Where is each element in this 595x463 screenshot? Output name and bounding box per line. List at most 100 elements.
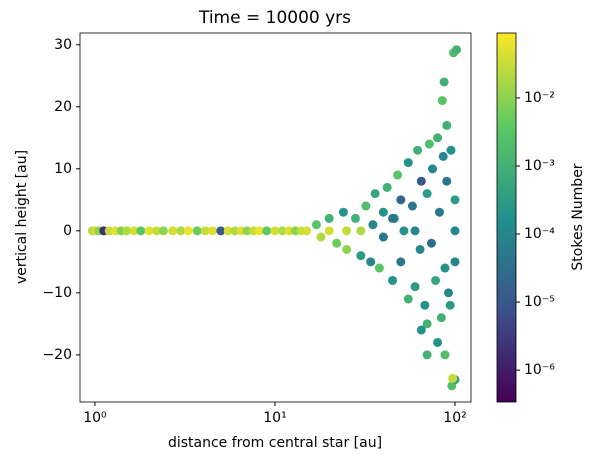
point [242, 226, 252, 236]
point [382, 182, 392, 192]
y-axis-label: vertical height [au] [14, 150, 30, 284]
point [168, 226, 178, 236]
point [277, 226, 287, 236]
point [356, 251, 366, 261]
point [399, 226, 409, 236]
point [361, 201, 371, 211]
point [254, 226, 264, 236]
point [452, 45, 462, 55]
points [88, 45, 462, 391]
y-tick-label: 10 [54, 161, 72, 177]
point [424, 139, 434, 149]
point [433, 337, 443, 347]
point [176, 226, 186, 236]
point [443, 288, 453, 298]
point [420, 300, 430, 310]
point [374, 263, 384, 273]
colorbar [496, 32, 517, 403]
point [122, 226, 132, 236]
colorbar-tick-label: 10⁻⁶ [524, 362, 555, 378]
point [446, 145, 456, 155]
y-tick-label: 30 [54, 37, 72, 53]
colorbar-tick-label: 10⁻⁵ [524, 294, 555, 310]
point [448, 373, 458, 383]
point [183, 226, 193, 236]
point [342, 244, 352, 254]
x-axis-label: distance from central star [au] [168, 435, 382, 451]
point [324, 226, 334, 236]
point [208, 226, 218, 236]
point [422, 319, 432, 329]
point [415, 244, 425, 254]
point [426, 238, 436, 248]
point [158, 226, 168, 236]
point [270, 226, 280, 236]
point [388, 213, 398, 223]
point [144, 226, 154, 236]
point [450, 226, 460, 236]
y-tick-label: −10 [42, 285, 72, 301]
point [445, 300, 455, 310]
point [403, 158, 413, 168]
point [393, 170, 403, 180]
colorbar-label: Stokes Number [570, 163, 586, 270]
point [433, 133, 443, 143]
point [416, 325, 426, 335]
point [422, 189, 432, 199]
point [370, 189, 380, 199]
y-tick-label: 20 [54, 99, 72, 115]
point [434, 207, 444, 217]
point [136, 226, 146, 236]
point [442, 120, 452, 130]
colorbar-tick-label: 10⁻³ [524, 158, 555, 174]
point [428, 164, 438, 174]
point [356, 226, 366, 236]
point [104, 226, 114, 236]
point [368, 220, 378, 230]
chart-title: Time = 10000 yrs [198, 8, 351, 28]
point [302, 226, 312, 236]
point [436, 313, 446, 323]
point [442, 176, 452, 186]
point [378, 207, 388, 217]
colorbar-tick-label: 10⁻² [524, 90, 555, 106]
point [230, 226, 240, 236]
point [440, 350, 450, 360]
point [332, 238, 342, 248]
point [223, 226, 233, 236]
point [316, 232, 326, 242]
point [262, 226, 272, 236]
point [396, 257, 406, 267]
point [403, 294, 413, 304]
point [311, 220, 321, 230]
point [450, 195, 460, 205]
point [350, 213, 360, 223]
point [396, 195, 406, 205]
x-tick-label: 10² [443, 410, 466, 426]
point [366, 257, 376, 267]
point [388, 275, 398, 285]
point [324, 213, 334, 223]
x-tick-label: 10⁰ [83, 410, 107, 426]
point [437, 96, 447, 106]
point [200, 226, 210, 236]
point [129, 226, 139, 236]
point [407, 201, 417, 211]
point [284, 226, 294, 236]
point [413, 145, 423, 155]
point [439, 77, 449, 87]
y-tick-label: 0 [63, 223, 72, 239]
point [410, 226, 420, 236]
point [438, 151, 448, 161]
point [422, 350, 432, 360]
point [338, 207, 348, 217]
point [410, 282, 420, 292]
point [431, 275, 441, 285]
point [440, 263, 450, 273]
colorbar-tick-label: 10⁻⁴ [524, 226, 555, 242]
point [152, 226, 162, 236]
x-tick-label: 10¹ [263, 410, 286, 426]
point [342, 226, 352, 236]
point [216, 226, 226, 236]
